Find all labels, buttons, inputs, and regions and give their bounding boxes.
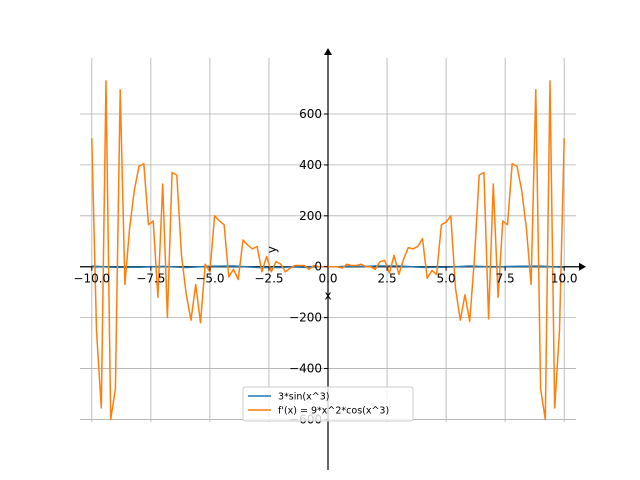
x-tick-label: −10.0 bbox=[73, 272, 110, 286]
x-tick-label: −2.5 bbox=[254, 272, 283, 286]
x-tick-label: −7.5 bbox=[136, 272, 165, 286]
legend-box bbox=[242, 386, 414, 422]
x-tick-label: 5.0 bbox=[437, 272, 456, 286]
y-tick-label: 200 bbox=[299, 209, 322, 223]
legend-label-sin: 3*sin(x^3) bbox=[278, 392, 329, 403]
legend-label-derivative: f'(x) = 9*x^2*cos(x^3) bbox=[278, 406, 389, 417]
x-tick-label: 0.0 bbox=[318, 272, 337, 286]
y-axis-title: y bbox=[265, 246, 279, 253]
x-axis-arrowhead bbox=[579, 262, 586, 271]
x-axis-title: x bbox=[324, 289, 331, 303]
y-tick-label: 400 bbox=[299, 158, 322, 172]
y-tick-label: 600 bbox=[299, 107, 322, 121]
y-tick-label: −400 bbox=[289, 362, 322, 376]
y-tick-label: −200 bbox=[289, 311, 322, 325]
y-tick-label: 0 bbox=[314, 260, 322, 274]
x-tick-label: 2.5 bbox=[378, 272, 397, 286]
x-tick-label: −5.0 bbox=[195, 272, 224, 286]
x-tick-label: 10.0 bbox=[551, 272, 578, 286]
y-axis-arrowhead bbox=[324, 48, 332, 55]
legend: 3*sin(x^3) f'(x) = 9*x^2*cos(x^3) bbox=[242, 386, 414, 422]
ticks: −10.0−7.5−5.0−2.50.02.55.07.510.0−600−40… bbox=[73, 107, 577, 426]
x-tick-label: 7.5 bbox=[496, 272, 515, 286]
